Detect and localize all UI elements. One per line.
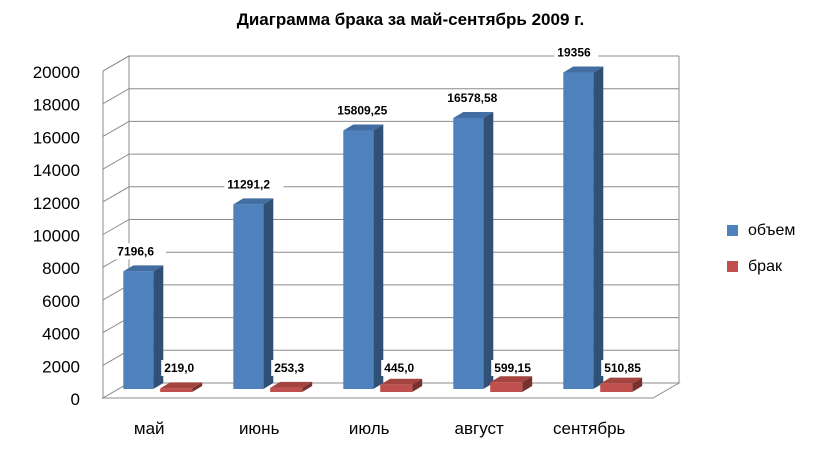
y-tick-label: 8000 — [42, 259, 80, 278]
y-tick-label: 12000 — [33, 194, 80, 213]
bar-defect-5 — [600, 377, 643, 392]
bar-volume-4 — [453, 111, 494, 389]
data-label-bg — [444, 89, 512, 106]
bar-top — [453, 111, 494, 118]
gridline-side — [102, 153, 130, 170]
data-label-bg — [114, 243, 166, 260]
legend-label-volume: объем — [748, 222, 796, 239]
data-label-bg — [381, 360, 426, 376]
legend-item-defect: брак — [727, 258, 782, 276]
data-label-bg — [554, 44, 599, 61]
bar-side — [263, 198, 274, 389]
bar-front — [343, 130, 374, 389]
x-tick-label: июнь — [239, 419, 280, 438]
x-tick-label: июль — [349, 419, 390, 438]
x-tick-label: август — [455, 419, 504, 438]
y-tick-label: 16000 — [33, 128, 80, 147]
data-label: 219,0 — [164, 361, 194, 375]
data-label: 599,15 — [494, 361, 531, 375]
bar-top — [600, 377, 643, 384]
data-label-bg — [491, 360, 543, 376]
bar-side — [192, 382, 203, 392]
data-label-bg — [601, 360, 653, 376]
bar-volume-2 — [233, 198, 274, 389]
data-label: 510,85 — [604, 361, 641, 375]
y-tick-label: 18000 — [33, 96, 80, 115]
bar-top — [160, 382, 203, 389]
bar-top — [563, 66, 604, 73]
y-tick-label: 20000 — [33, 63, 80, 82]
bar-side — [412, 378, 423, 392]
bar-front — [600, 383, 633, 392]
data-label: 7196,6 — [117, 244, 154, 258]
gridline-side — [102, 55, 130, 72]
y-tick-label: 6000 — [42, 292, 80, 311]
bar-front — [160, 388, 193, 392]
y-tick-label: 2000 — [42, 357, 80, 376]
data-label: 16578,58 — [447, 91, 497, 105]
x-tick-label: сентябрь — [553, 419, 626, 438]
bar-defect-3 — [380, 378, 423, 392]
bar-volume-3 — [343, 124, 384, 389]
bar-side — [522, 376, 533, 392]
bar-volume-5 — [563, 66, 604, 389]
x-tick-label: май — [134, 419, 165, 438]
gridline-side — [102, 120, 130, 137]
bar-top — [380, 378, 423, 385]
bar-defect-4 — [490, 376, 533, 392]
bar-front — [123, 271, 154, 389]
bar-front — [233, 204, 264, 389]
legend-item-volume: объем — [727, 222, 795, 240]
data-label-bg — [161, 360, 206, 376]
bar-front — [563, 72, 594, 389]
data-label: 253,3 — [274, 361, 304, 375]
bar-side — [632, 377, 643, 392]
y-tick-label: 0 — [71, 390, 80, 409]
y-tick-label: 10000 — [33, 227, 80, 246]
bar-defect-1 — [160, 382, 203, 392]
bar-side — [153, 265, 164, 389]
data-label: 11291,2 — [227, 177, 270, 191]
bar-front — [270, 387, 303, 392]
gridline-side — [102, 88, 130, 105]
legend-swatch-volume — [727, 225, 738, 236]
bar-defect-2 — [270, 381, 313, 392]
bar-top — [233, 198, 274, 205]
bar-top — [270, 381, 313, 388]
data-label: 445,0 — [384, 361, 414, 375]
y-tick-label: 14000 — [33, 161, 80, 180]
bar-top — [123, 265, 164, 272]
bar-top — [490, 376, 533, 383]
bar-side — [483, 111, 494, 389]
bar-front — [490, 382, 523, 392]
legend-swatch-defect — [727, 261, 738, 272]
legend-label-defect: брак — [748, 258, 782, 275]
y-tick-label: 4000 — [42, 325, 80, 344]
data-label: 19356 — [557, 46, 591, 60]
bar-side — [373, 124, 384, 389]
gridline-side — [102, 186, 130, 203]
bar-front — [380, 384, 413, 392]
data-label-bg — [271, 360, 316, 376]
data-label: 15809,25 — [337, 104, 387, 118]
bar-side — [302, 381, 313, 392]
bar-volume-1 — [123, 265, 164, 389]
bar-top — [343, 124, 384, 131]
bar-side — [593, 66, 604, 389]
gridline-side — [102, 219, 130, 235]
bar-front — [453, 117, 484, 389]
data-label-bg — [224, 176, 284, 193]
data-label-bg — [334, 102, 402, 119]
chart-title: Диаграмма брака за май-сентябрь 2009 г. — [236, 10, 585, 29]
